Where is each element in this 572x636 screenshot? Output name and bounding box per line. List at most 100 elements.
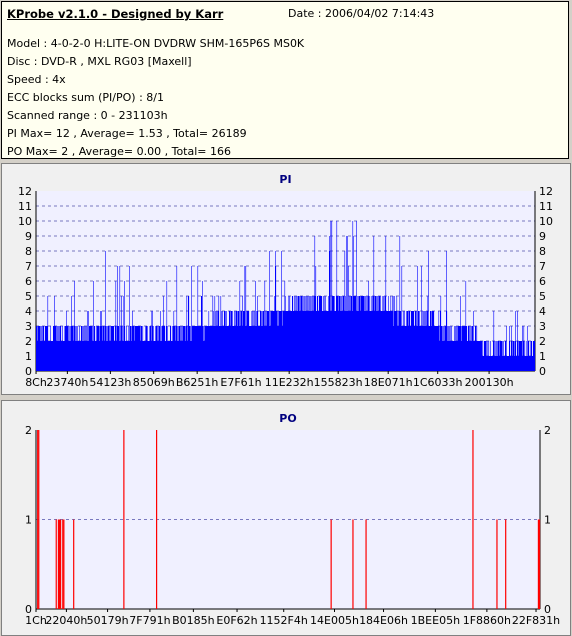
pi-bar: [61, 341, 62, 371]
pi-bar: [518, 341, 520, 371]
pi-bar: [200, 326, 202, 371]
pi-bar: [370, 311, 372, 371]
pi-bar: [345, 311, 346, 371]
pi-bar: [165, 341, 167, 371]
pi-bar: [424, 311, 425, 371]
pi-bar: [97, 326, 99, 371]
pi-bar: [493, 341, 494, 371]
pi-bar: [108, 326, 110, 371]
pi-bar: [359, 296, 361, 371]
pi-bar: [398, 326, 400, 371]
pi-bar: [531, 341, 532, 371]
pi-bar: [404, 311, 405, 371]
pi-bar: [443, 341, 445, 371]
pi-bar: [348, 311, 350, 371]
x-tick-label: 1152F4h: [260, 614, 308, 627]
pi-bar: [372, 296, 373, 371]
pi-bar: [109, 326, 110, 371]
model-line: Model : 4-0-2-0 H:LITE-ON DVDRW SHM-165P…: [7, 37, 305, 50]
pi-bar: [285, 311, 287, 371]
pi-bar: [44, 341, 45, 371]
pi-bar: [248, 311, 249, 371]
pi-bar: [451, 326, 452, 371]
pi-bar: [286, 311, 287, 371]
pi-bar: [225, 326, 227, 371]
x-tick-label: 50179h: [87, 614, 129, 627]
pi-bar: [136, 326, 138, 371]
pi-bar: [173, 311, 175, 371]
pi-bar: [41, 341, 42, 371]
pi-bar: [392, 311, 394, 371]
po-bar: [123, 430, 125, 609]
pi-bar: [373, 296, 374, 371]
pi-bar: [488, 341, 490, 371]
x-tick-label: 22F831h: [512, 614, 560, 627]
pi-bar: [85, 341, 87, 371]
pi-bar: [425, 311, 426, 371]
pi-bar: [342, 296, 344, 371]
pi-bar: [476, 341, 477, 371]
pi-bar: [171, 341, 172, 371]
pi-bar: [383, 296, 384, 371]
pi-bar: [391, 311, 392, 371]
pi-bar: [261, 311, 262, 371]
pi-bar: [347, 311, 349, 371]
pi-bar: [297, 296, 299, 371]
pi-bar: [156, 326, 158, 371]
pi-bar: [145, 326, 146, 371]
pi-bar: [532, 356, 534, 371]
pi-bar: [211, 326, 212, 371]
pi-bar: [193, 326, 195, 371]
pi-bar: [411, 311, 413, 371]
pi-bar: [282, 326, 283, 371]
pi-bar: [37, 341, 39, 371]
pi-bar: [235, 326, 236, 371]
pi-bar: [416, 326, 418, 371]
y-tick-label-right: 5: [539, 290, 546, 303]
pi-bar: [216, 326, 217, 371]
pi-bar: [213, 326, 215, 371]
pi-bar: [434, 326, 436, 371]
pi-bar: [413, 311, 415, 371]
pi-bar: [491, 356, 492, 371]
pi-bar: [244, 266, 246, 371]
pi-bar: [236, 311, 238, 371]
pi-bar: [117, 326, 119, 371]
pi-bar: [415, 311, 417, 371]
pi-bar: [250, 326, 252, 371]
pi-bar: [118, 326, 120, 371]
pi-bar: [55, 326, 56, 371]
pi-bar: [169, 341, 170, 371]
po-bar: [352, 519, 354, 609]
pi-bar: [117, 266, 118, 371]
pi-bar: [274, 311, 276, 371]
pi-bar: [442, 326, 444, 371]
pi-bar: [457, 326, 458, 371]
pi-bar: [527, 326, 528, 371]
pi-bar: [460, 326, 462, 371]
pi-bar: [284, 281, 286, 371]
pi-bar: [332, 296, 333, 371]
pi-bar: [413, 311, 414, 371]
y-tick-label-right: 2: [539, 335, 546, 348]
pi-bar: [483, 356, 484, 371]
pi-bar: [88, 341, 90, 371]
pi-bar: [164, 326, 166, 371]
x-tick-label: 7F791h: [129, 614, 170, 627]
po-stats-line: PO Max= 2 , Average= 0.00 , Total= 166: [7, 145, 231, 158]
y-tick-label-right: 4: [539, 305, 546, 318]
pi-bar: [366, 296, 368, 371]
pi-bar: [167, 341, 169, 371]
pi-bar: [57, 326, 59, 371]
pi-bar: [229, 311, 231, 371]
pi-bar: [394, 296, 395, 371]
pi-bar: [471, 341, 473, 371]
pi-bar: [479, 341, 480, 371]
pi-bar: [263, 311, 265, 371]
pi-bar: [90, 326, 92, 371]
pi-bar: [459, 326, 461, 371]
pi-bar: [293, 311, 295, 371]
pi-bar: [397, 311, 399, 371]
pi-bar: [319, 296, 321, 371]
